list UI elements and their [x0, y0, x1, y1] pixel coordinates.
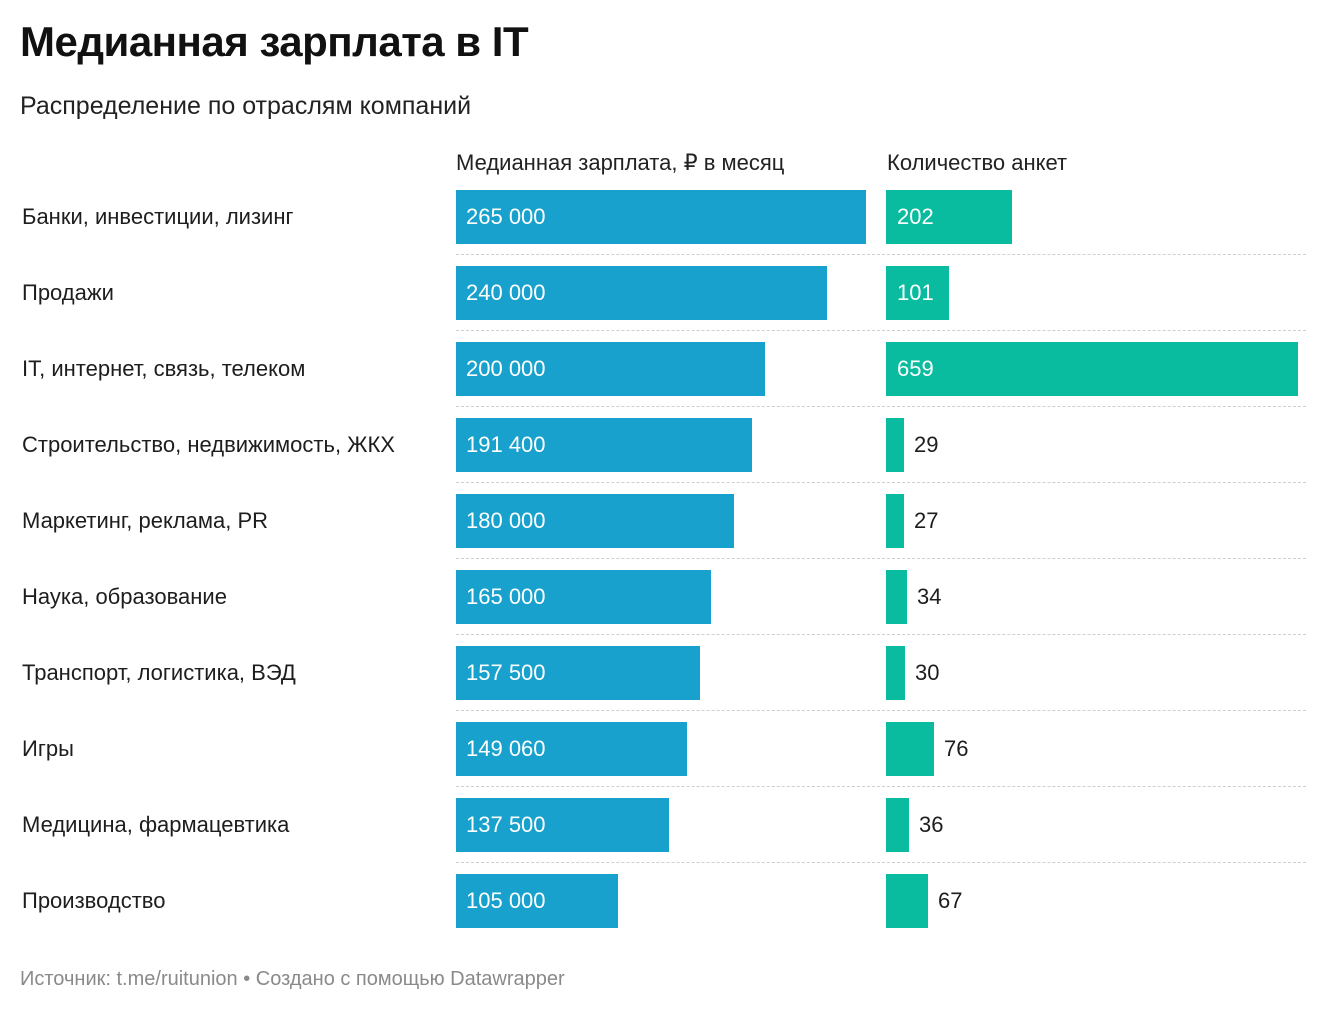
salary-bar [456, 494, 734, 548]
count-value-label: 202 [897, 204, 934, 229]
chart-row: Строительство, недвижимость, ЖКХ 191 400 2… [0, 418, 1328, 494]
count-bar [886, 190, 1012, 244]
chart-row: Продажи 240 000 101 [0, 266, 1328, 342]
row-divider [456, 482, 1306, 483]
row-divider [456, 558, 1306, 559]
salary-value-label: 105 000 [466, 888, 546, 913]
salary-bar [456, 874, 618, 928]
salary-value-label: 149 060 [466, 736, 546, 761]
chart-row: Производство 105 000 67 [0, 874, 1328, 950]
salary-value-label: 265 000 [466, 204, 546, 229]
count-value-label: 101 [897, 280, 934, 305]
chart-row: Наука, образование 165 000 34 [0, 570, 1328, 646]
category-label: Банки, инвестиции, лизинг [22, 204, 294, 229]
salary-bar [456, 646, 700, 700]
salary-value-label: 137 500 [466, 812, 546, 837]
row-divider [456, 406, 1306, 407]
salary-bar [456, 570, 711, 624]
count-bar [886, 266, 949, 320]
salary-value-label: 180 000 [466, 508, 546, 533]
count-bar [886, 342, 1298, 396]
category-label: Маркетинг, реклама, PR [22, 508, 269, 533]
salary-column-header: Медианная зарплата, ₽ в месяц [456, 150, 785, 175]
row-divider [456, 862, 1306, 863]
row-divider [456, 710, 1306, 711]
category-label: Игры [22, 736, 74, 761]
source-footer: Источник: t.me/ruitunion • Создано с пом… [20, 968, 565, 990]
category-label: IT, интернет, связь, телеком [22, 356, 306, 381]
salary-value-label: 157 500 [466, 660, 546, 685]
row-divider [456, 330, 1306, 331]
salary-bar [456, 418, 752, 472]
salary-bar [456, 266, 827, 320]
category-label: Строительство, недвижимость, ЖКХ [22, 432, 395, 457]
count-value-label: 34 [917, 584, 942, 609]
row-divider [456, 786, 1306, 787]
chart-row: Банки, инвестиции, лизинг 265 000 202 [0, 190, 1328, 266]
count-value-label: 67 [938, 888, 963, 913]
chart-row: Медицина, фармацевтика 137 500 36 [0, 798, 1328, 874]
count-column-header: Количество анкет [887, 150, 1068, 175]
count-value-label: 36 [919, 812, 944, 837]
category-label: Медицина, фармацевтика [22, 812, 290, 837]
salary-bar [456, 722, 687, 776]
chart-row: Маркетинг, реклама, PR 180 000 27 [0, 494, 1328, 570]
category-label: Продажи [22, 280, 114, 305]
salary-value-label: 240 000 [466, 280, 546, 305]
count-value-label: 27 [914, 508, 939, 533]
count-bar [886, 722, 934, 776]
category-label: Транспорт, логистика, ВЭД [22, 660, 296, 685]
salary-bar [456, 342, 765, 396]
chart-subtitle: Распределение по отраслям компаний [20, 92, 472, 120]
chart-title: Медианная зарплата в IT [20, 18, 529, 65]
salary-value-label: 191 400 [466, 432, 546, 457]
count-bar [886, 570, 907, 624]
count-bar [886, 646, 905, 700]
salary-bar [456, 798, 669, 852]
count-bar [886, 494, 904, 548]
chart-row: IT, интернет, связь, телеком 200 000 659 [0, 342, 1328, 418]
chart-row: Игры 149 060 76 [0, 722, 1328, 798]
count-value-label: 30 [915, 660, 940, 685]
count-value-label: 659 [897, 356, 934, 381]
category-label: Производство [22, 888, 166, 913]
salary-value-label: 165 000 [466, 584, 546, 609]
count-bar [886, 874, 928, 928]
salary-bar [456, 190, 866, 244]
count-value-label: 29 [914, 432, 939, 457]
salary-value-label: 200 000 [466, 356, 546, 381]
row-divider [456, 254, 1306, 255]
chart-row: Транспорт, логистика, ВЭД 157 500 30 [0, 646, 1328, 722]
row-divider [456, 634, 1306, 635]
category-label: Наука, образование [22, 584, 227, 609]
count-bar [886, 418, 904, 472]
count-value-label: 76 [944, 736, 969, 761]
count-bar [886, 798, 909, 852]
